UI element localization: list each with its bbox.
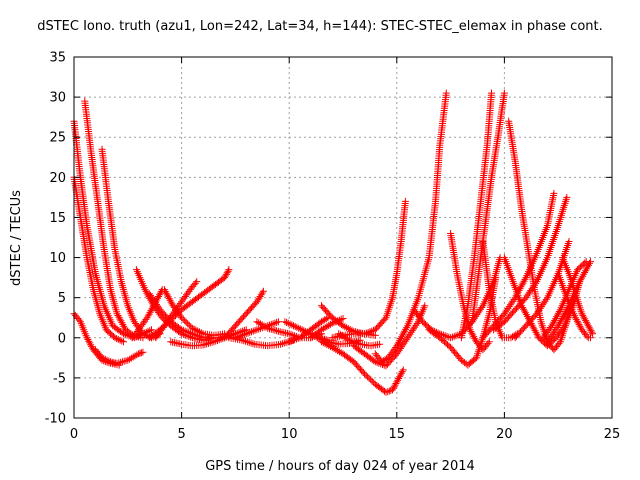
- series-track-14: [221, 287, 267, 342]
- ticks: 0 5 10 15 20 25 -10 -5 0 5 10 15 20 25 30 35: [45, 51, 621, 443]
- series-markers: [167, 326, 250, 350]
- series-track-25: [318, 338, 407, 396]
- series-markers: [543, 258, 594, 346]
- series-track-19: [285, 314, 332, 346]
- series-track-33: [479, 238, 521, 342]
- series-track-31: [457, 89, 495, 342]
- series-markers: [328, 197, 409, 342]
- y-tick-label: 35: [49, 51, 66, 66]
- series-markers: [81, 97, 147, 342]
- series-markers: [285, 314, 332, 346]
- series-track-32: [468, 89, 508, 326]
- series-markers: [371, 89, 450, 366]
- chart-title: dSTEC Iono. truth (azu1, Lon=242, Lat=34…: [37, 19, 603, 34]
- y-tick-label: 30: [49, 91, 66, 106]
- series-markers: [479, 238, 521, 342]
- series-track-12: [160, 286, 229, 339]
- series-track-29: [425, 274, 500, 369]
- series-track-36: [479, 189, 558, 342]
- series-markers: [92, 346, 147, 367]
- y-tick-label: 5: [58, 291, 66, 306]
- series-markers: [221, 287, 267, 342]
- series-track-6: [92, 346, 147, 367]
- y-tick-label: 10: [49, 251, 66, 266]
- y-tick-label: -10: [45, 412, 66, 427]
- series-markers: [490, 193, 571, 334]
- series-track-24: [328, 197, 409, 342]
- y-axis-label: dSTEC / TECUs: [9, 190, 24, 286]
- x-tick-label: 25: [604, 427, 621, 442]
- y-tick-label: -5: [53, 371, 66, 386]
- y-tick-label: 20: [49, 171, 66, 186]
- x-tick-label: 5: [177, 427, 185, 442]
- x-tick-label: 0: [70, 427, 78, 442]
- x-tick-label: 10: [281, 427, 298, 442]
- series-track-37: [490, 193, 571, 334]
- grid: [74, 57, 612, 418]
- series-track-5: [98, 145, 164, 342]
- series-markers: [128, 286, 166, 342]
- data-layer: [70, 89, 597, 396]
- series-track-4: [81, 97, 147, 342]
- y-tick-label: 15: [49, 211, 66, 226]
- series-track-26: [371, 89, 450, 366]
- series-track-13: [167, 326, 250, 350]
- x-tick-label: 20: [496, 427, 513, 442]
- series-markers: [479, 189, 558, 342]
- series-track-8: [128, 286, 166, 342]
- x-tick-label: 15: [389, 427, 406, 442]
- series-markers: [318, 338, 407, 396]
- series-markers: [425, 274, 500, 369]
- y-tick-label: 25: [49, 131, 66, 146]
- x-axis-label: GPS time / hours of day 024 of year 2014: [205, 459, 475, 474]
- y-tick-label: 0: [58, 331, 66, 346]
- plot-frame: [73, 56, 613, 419]
- series-markers: [457, 89, 495, 342]
- series-markers: [160, 286, 229, 339]
- series-markers: [468, 89, 508, 326]
- series-track-42: [543, 258, 594, 346]
- series-markers: [98, 145, 164, 342]
